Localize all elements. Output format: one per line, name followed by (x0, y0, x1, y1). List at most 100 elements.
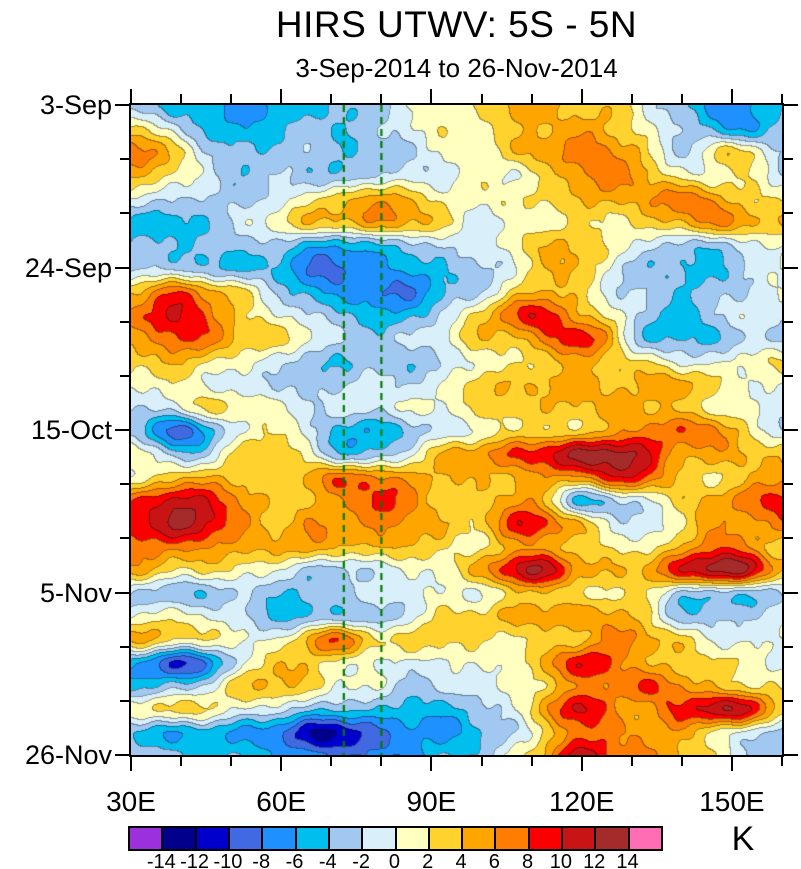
colorbar-cell (196, 828, 228, 849)
tick-mark (630, 757, 633, 766)
tick-mark (630, 94, 633, 103)
tick-mark (784, 266, 798, 269)
colorbar-cell (396, 828, 428, 849)
tick-mark (784, 483, 793, 486)
colorbar-tick-label: 10 (549, 851, 573, 869)
tick-mark (680, 757, 683, 766)
y-tick-label: 24-Sep (24, 252, 112, 283)
colorbar-cell (296, 828, 328, 849)
tick-mark (730, 757, 733, 771)
colorbar-tick-label: -8 (252, 851, 271, 869)
colorbar-cell (329, 828, 362, 849)
tick-mark (115, 266, 129, 269)
tick-mark (380, 757, 383, 766)
colorbar-tick-label: -12 (180, 851, 210, 869)
tick-mark (680, 94, 683, 103)
tick-mark (784, 374, 793, 377)
tick-mark (530, 94, 533, 103)
tick-mark (130, 89, 132, 103)
tick-mark (120, 537, 129, 540)
tick-mark (781, 757, 783, 766)
x-tick-label: 90E (406, 786, 457, 817)
tick-mark (784, 699, 793, 702)
tick-mark (330, 94, 333, 103)
tick-mark (784, 754, 798, 756)
tick-mark (784, 591, 798, 594)
tick-mark (580, 757, 583, 771)
y-tick-label: 3-Sep (39, 90, 112, 120)
colorbar-cell (563, 828, 595, 849)
tick-mark (120, 483, 129, 486)
colorbar-tick-label: 4 (455, 851, 467, 869)
colorbar-cell (596, 828, 628, 849)
colorbar-cell (496, 828, 528, 849)
tick-mark (784, 645, 793, 648)
tick-mark (784, 537, 793, 540)
y-tick-label: 15-Oct (30, 415, 112, 445)
colorbar-tick-label: -2 (352, 851, 370, 869)
tick-mark (230, 757, 233, 766)
plot-frame (129, 103, 784, 757)
colorbar-tick-label: -6 (285, 851, 304, 869)
tick-mark (430, 757, 433, 771)
tick-mark (784, 429, 798, 431)
tick-mark (784, 212, 793, 215)
colorbar-cell (263, 828, 295, 849)
tick-mark (120, 320, 129, 323)
colorbar-tick-label: 8 (522, 851, 534, 869)
tick-mark (280, 757, 283, 771)
tick-mark (230, 94, 233, 103)
chart-title: HIRS UTWV: 5S - 5N (275, 4, 638, 45)
colorbar-tick-label: 6 (488, 851, 500, 869)
colorbar-tick-label: 12 (583, 851, 606, 869)
colorbar-tick-label: -14 (146, 851, 176, 869)
colorbar-tick-label: 14 (616, 851, 639, 869)
colorbar-cell (130, 828, 162, 849)
y-tick-label: 5-Nov (39, 577, 112, 608)
y-tick-label: 26-Nov (24, 740, 112, 770)
tick-mark (180, 94, 183, 103)
tick-mark (380, 94, 383, 103)
tick-mark (480, 94, 483, 103)
colorbar-cell (429, 828, 462, 849)
colorbar (128, 826, 663, 851)
tick-mark (115, 429, 129, 431)
tick-mark (115, 591, 129, 594)
hovmoller-heatmap (131, 105, 782, 755)
colorbar-cell (629, 828, 661, 849)
tick-mark (430, 89, 433, 103)
tick-mark (730, 89, 733, 103)
tick-mark (530, 757, 533, 766)
tick-mark (480, 757, 483, 766)
tick-mark (115, 754, 129, 756)
tick-mark (580, 89, 583, 103)
tick-mark (180, 757, 183, 766)
tick-mark (120, 645, 129, 648)
tick-mark (784, 320, 793, 323)
tick-mark (784, 158, 793, 161)
colorbar-tick-label: 2 (422, 851, 434, 869)
colorbar-cell (463, 828, 495, 849)
colorbar-unit-label: K (731, 820, 755, 858)
tick-mark (130, 757, 132, 771)
tick-mark (784, 104, 798, 106)
chart-subtitle: 3-Sep-2014 to 26-Nov-2014 (295, 53, 618, 83)
x-tick-label: 150E (699, 786, 765, 817)
colorbar-tick-label: -10 (213, 851, 243, 869)
colorbar-cell (229, 828, 262, 849)
tick-mark (120, 699, 129, 702)
tick-mark (781, 94, 783, 103)
colorbar-cell (363, 828, 395, 849)
tick-mark (120, 158, 129, 161)
tick-mark (280, 89, 283, 103)
x-tick-label: 60E (256, 786, 307, 817)
colorbar-tick-label: -4 (318, 851, 337, 869)
tick-mark (120, 374, 129, 377)
colorbar-tick-label: 0 (388, 851, 400, 869)
tick-mark (120, 212, 129, 215)
colorbar-cell (529, 828, 562, 849)
tick-mark (115, 104, 129, 106)
tick-mark (330, 757, 333, 766)
x-tick-label: 120E (548, 786, 615, 817)
